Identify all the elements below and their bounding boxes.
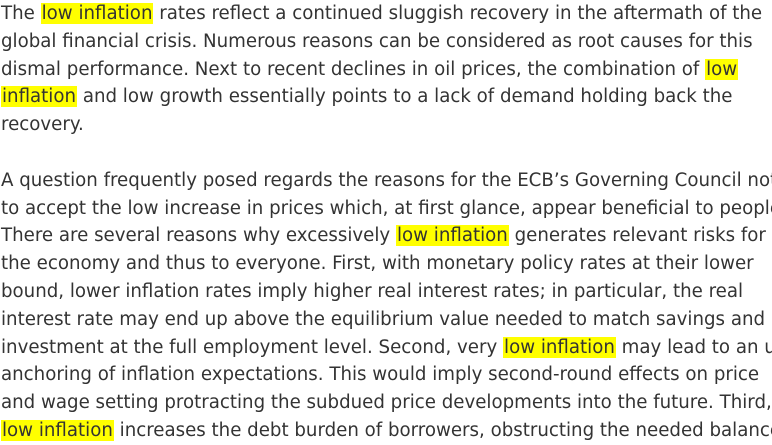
text-segment: interest rate may end up above the equil… — [1, 308, 766, 330]
text-line: recovery. — [1, 111, 772, 139]
text-line: A question frequently posed regards the … — [1, 167, 772, 195]
text-segment: anchoring of inflation expectations. Thi… — [1, 364, 760, 386]
text-segment: rates reflect a continued sluggish recov… — [153, 3, 763, 24]
text-line: investment at the full employment level.… — [1, 334, 772, 362]
text-segment: and low growth essentially points to a l… — [77, 86, 733, 108]
text-segment: A question frequently posed regards the … — [1, 169, 772, 191]
highlighted-term: low inflation — [395, 225, 509, 247]
text-segment: to accept the low increase in prices whi… — [1, 197, 772, 219]
highlighted-term: low inflation — [503, 336, 616, 358]
text-line: dismal performance. Next to recent decli… — [1, 56, 772, 84]
text-line: The low inflation rates reflect a contin… — [1, 0, 772, 28]
highlighted-term: low inflation — [1, 419, 114, 441]
paragraph-gap — [1, 139, 772, 167]
text-segment: bound, lower inflation rates imply highe… — [1, 280, 744, 302]
text-line: anchoring of inflation expectations. Thi… — [1, 361, 772, 389]
paragraph: A question frequently posed regards the … — [1, 167, 772, 445]
text-line: and wage setting protracting the subdued… — [1, 389, 772, 417]
text-line: inflation and low growth essentially poi… — [1, 83, 772, 111]
highlighted-term: low — [705, 58, 739, 80]
highlighted-term: low inflation — [40, 3, 154, 24]
text-segment: may lead to an un- — [621, 336, 772, 358]
text-segment: There are several reasons why excessivel… — [1, 225, 396, 247]
text-segment: generates relevant risks for — [508, 225, 766, 247]
text-segment: increases the debt burden of borrowers, … — [113, 419, 772, 441]
text-segment: global financial crisis. Numerous reason… — [1, 30, 753, 52]
text-segment: and wage setting protracting the subdued… — [1, 392, 772, 414]
text-segment: recovery. — [1, 114, 84, 136]
text-line: global financial crisis. Numerous reason… — [1, 28, 772, 56]
text-line: low inflation increases the debt burden … — [1, 417, 772, 445]
text-segment: The — [1, 3, 41, 24]
paragraph: The low inflation rates reflect a contin… — [1, 0, 772, 139]
text-segment: investment at the full employment level.… — [1, 336, 504, 358]
highlighted-term: inflation — [1, 86, 78, 108]
text-line: interest rate may end up above the equil… — [1, 306, 772, 334]
text-segment: dismal performance. Next to recent decli… — [1, 58, 706, 80]
text-line: bound, lower inflation rates imply highe… — [1, 278, 772, 306]
text-line: to accept the low increase in prices whi… — [1, 195, 772, 223]
text-line: the economy and thus to everyone. First,… — [1, 250, 772, 278]
text-line: There are several reasons why excessivel… — [1, 222, 772, 250]
text-segment: the economy and thus to everyone. First,… — [1, 253, 754, 275]
